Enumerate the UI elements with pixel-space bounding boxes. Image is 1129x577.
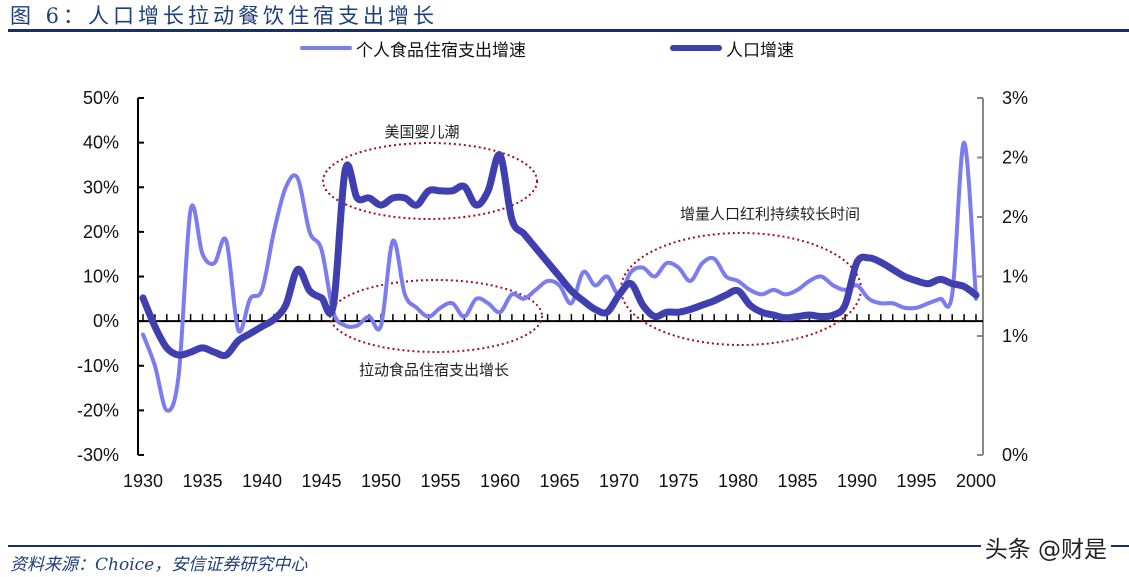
legend-item-population: 人口增速 bbox=[670, 36, 794, 61]
title-divider bbox=[8, 29, 1129, 32]
x-tick-label: 1985 bbox=[777, 471, 817, 491]
baby-boom-ellipse bbox=[322, 142, 538, 220]
x-tick-label: 1940 bbox=[242, 471, 282, 491]
footer-divider bbox=[8, 545, 1129, 547]
x-tick-label: 1935 bbox=[182, 471, 222, 491]
legend-item-spending: 个人食品住宿支出增速 bbox=[300, 36, 526, 61]
left-tick-label: -20% bbox=[77, 400, 119, 420]
x-tick-label: 1960 bbox=[480, 471, 520, 491]
chart-title: 图 6：人口增长拉动餐饮住宿支出增长 bbox=[10, 4, 439, 28]
left-tick-label: 0% bbox=[93, 311, 119, 331]
x-tick-label: 1970 bbox=[599, 471, 639, 491]
left-tick-label: 40% bbox=[83, 133, 119, 153]
left-tick-label: 50% bbox=[83, 88, 119, 108]
x-tick-label: 1930 bbox=[123, 471, 163, 491]
right-tick-label: 3% bbox=[1002, 88, 1028, 108]
series-population-line bbox=[139, 151, 980, 360]
source-note: 资料来源：Choice，安信证券研究中心 bbox=[10, 555, 308, 575]
x-tick-label: 1980 bbox=[718, 471, 758, 491]
left-tick-label: 20% bbox=[83, 222, 119, 242]
left-y-axis: 50% 40% 30% 20% 10% 0% -10% -20% -30% bbox=[77, 88, 144, 465]
left-tick-label: 30% bbox=[83, 177, 119, 197]
legend-swatch-population bbox=[670, 45, 722, 51]
x-axis: 1930 1935 1940 1945 1950 1955 1960 1965 1970 1975… bbox=[123, 314, 996, 491]
x-tick-label: 1955 bbox=[420, 471, 460, 491]
x-tick-label: 1990 bbox=[837, 471, 877, 491]
x-tick-label: 1975 bbox=[658, 471, 698, 491]
right-tick-label: 2% bbox=[1002, 148, 1028, 168]
x-tick-label: 2000 bbox=[956, 471, 996, 491]
right-y-axis: 3% 2% 2% 1% 1% 0% bbox=[977, 88, 1028, 465]
spending-growth-ellipse bbox=[329, 279, 543, 353]
right-tick-label: 1% bbox=[1002, 267, 1028, 287]
annotation-baby-boom: 美国婴儿潮 bbox=[384, 123, 459, 141]
x-tick-label: 1945 bbox=[301, 471, 341, 491]
series-lines bbox=[139, 140, 980, 413]
right-tick-label: 1% bbox=[1002, 326, 1028, 346]
left-tick-label: 10% bbox=[83, 267, 119, 287]
annotation-dividend: 增量人口红利持续较长时间 bbox=[680, 205, 860, 223]
legend-label-population: 人口增速 bbox=[726, 40, 794, 61]
x-tick-label: 1965 bbox=[539, 471, 579, 491]
legend-swatch-spending bbox=[300, 46, 352, 50]
x-tick-label: 1995 bbox=[896, 471, 936, 491]
watermark: 头条 @财是 bbox=[980, 530, 1111, 564]
series-spending-line bbox=[141, 140, 978, 413]
legend-label-spending: 个人食品住宿支出增速 bbox=[356, 40, 526, 61]
x-tick-label: 1950 bbox=[361, 471, 401, 491]
right-tick-label: 0% bbox=[1002, 445, 1028, 465]
right-tick-label: 2% bbox=[1002, 207, 1028, 227]
annotation-spending-growth: 拉动食品住宿支出增长 bbox=[359, 361, 509, 379]
left-tick-label: -30% bbox=[77, 445, 119, 465]
left-tick-label: -10% bbox=[77, 356, 119, 376]
